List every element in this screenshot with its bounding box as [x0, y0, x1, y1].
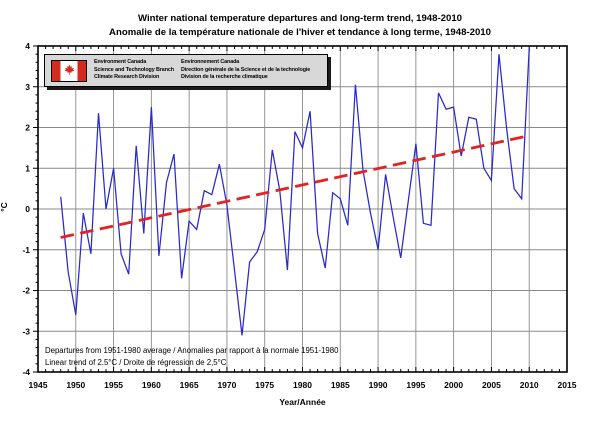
x-tick-label: 1975 [255, 380, 274, 390]
x-tick-label: 2015 [558, 380, 577, 390]
y-tick-label: 4 [25, 41, 30, 51]
x-tick-label: 2000 [444, 380, 463, 390]
temperature-departure-line [60, 47, 530, 336]
logo-en-line3: Climate Research Division [94, 74, 160, 81]
y-tick-label: -1 [22, 245, 30, 255]
x-tick-label: 1950 [66, 380, 85, 390]
x-tick-label: 1980 [293, 380, 312, 390]
x-tick-label: 2010 [520, 380, 539, 390]
trend-line [60, 134, 530, 239]
x-tick-label: 1960 [142, 380, 161, 390]
logo-fr-line2: Direction générale de la Science et de l… [180, 66, 311, 73]
y-tick-label: 3 [25, 82, 30, 92]
y-tick-label: -2 [22, 286, 30, 296]
logo-text-english: Environment Canada Science and Technolog… [94, 59, 174, 82]
y-tick-label: 2 [25, 123, 30, 133]
y-tick-label: -3 [22, 326, 30, 336]
logo-fr-line3: Division de la recherche climatique [180, 74, 268, 81]
logo-fr-line1: Environnement Canada [180, 59, 240, 66]
y-tick-label: -4 [22, 367, 30, 377]
logo-en-line1: Environment Canada [94, 59, 147, 66]
x-tick-label: 1985 [331, 380, 350, 390]
logo-box: Environment Canada Science and Technolog… [44, 54, 328, 87]
footnote-normals: Departures from 1951-1980 average / Anom… [45, 346, 339, 355]
chart-subtitle: Anomalie de la température nationale de … [109, 27, 491, 38]
y-tick-label: 1 [25, 163, 30, 173]
y-axis-label: °C [0, 202, 9, 212]
x-tick-label: 1990 [369, 380, 388, 390]
x-tick-label: 1945 [29, 380, 48, 390]
plot-frame [37, 45, 568, 373]
footnote-trend: Linear trend of 2.5°C / Droite de régres… [45, 357, 227, 367]
x-tick-label: 2005 [482, 380, 501, 390]
x-tick-label: 1955 [104, 380, 123, 390]
maple-leaf-icon [63, 64, 75, 75]
x-tick-label: 1965 [180, 380, 199, 390]
logo-text-french: Environnement Canada Direction générale … [181, 59, 310, 82]
y-tick-label: 0 [25, 204, 30, 214]
logo-en-line2: Science and Technology Branch [94, 66, 174, 73]
x-axis-label: Year/Année [279, 397, 326, 407]
x-tick-label: 1970 [217, 380, 236, 390]
x-tick-label: 1995 [406, 380, 425, 390]
chart-title: Winter national temperature departures a… [137, 13, 463, 24]
footnote-block: Departures from 1951-1980 average / Anom… [45, 345, 338, 368]
canada-flag-icon [51, 59, 87, 82]
